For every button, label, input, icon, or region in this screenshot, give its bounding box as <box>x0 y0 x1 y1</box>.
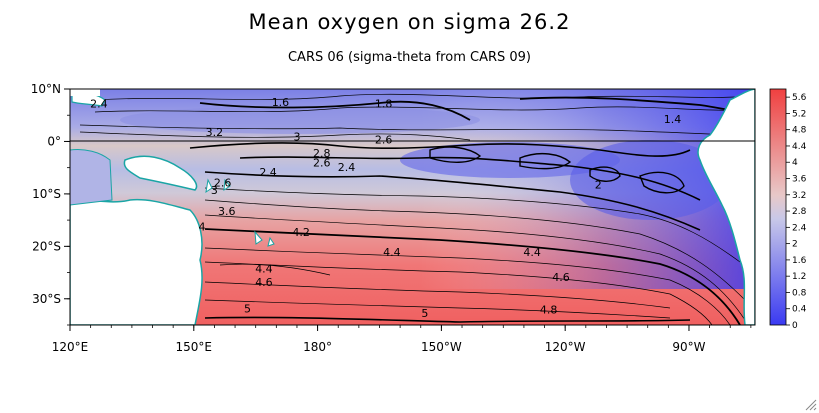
plot-title: Mean oxygen on sigma 26.2 <box>248 10 571 34</box>
map-field: 2.4 1.6 1.81.43.2 3 2.62.82.6 2.42.42.63 23.64… <box>70 89 755 325</box>
contour-label: 1.4 <box>664 113 682 126</box>
contour-label: 2 <box>595 179 602 192</box>
contour-label: 5 <box>421 307 428 320</box>
colorbar-label: 4.4 <box>792 142 807 152</box>
contour-label: 4 <box>199 221 206 234</box>
equatorial-low-tongue <box>400 142 620 178</box>
top-gap <box>70 89 100 96</box>
y-tick-label: 10°S <box>32 187 61 201</box>
contour-label: 2.6 <box>313 157 331 170</box>
plot-subtitle: CARS 06 (sigma-theta from CARS 09) <box>287 50 531 65</box>
landmasses <box>70 89 755 325</box>
colorbar-label: 1.6 <box>792 256 807 266</box>
contour-label: 3 <box>211 184 218 197</box>
contour-label: 4.6 <box>552 271 570 284</box>
colorbar-label: 4.8 <box>792 126 807 136</box>
colorbar: 5.6 5.2 4.8 4.4 4 3.6 3.2 2.8 2.4 2 1.6 1.2 0.8 0.4 0 <box>769 88 807 331</box>
south-america-coast <box>697 89 755 325</box>
contour-label: 4.6 <box>255 276 273 289</box>
contour-label: 2.6 <box>214 177 232 190</box>
colorbar-label: 0 <box>792 321 798 331</box>
pacific-islands <box>205 178 275 247</box>
colorbar-label: 2.4 <box>792 223 807 233</box>
y-tick-label: 20°S <box>32 239 61 253</box>
contour-label: 2.4 <box>90 97 108 110</box>
australia <box>70 198 203 325</box>
contour-label: 4.8 <box>540 303 558 316</box>
colorbar-label: 4 <box>792 158 798 168</box>
contour-label: 2.4 <box>338 161 356 174</box>
x-tick-label: 150°E <box>176 340 213 354</box>
colorbar-label: 2.8 <box>792 207 807 217</box>
contour-label: 5 <box>244 302 251 315</box>
contour-label: 2.4 <box>259 166 277 179</box>
contour-label: 4.2 <box>292 226 310 239</box>
contour-lines <box>79 93 755 325</box>
colorbar-gradient <box>769 88 787 326</box>
colorbar-label: 1.2 <box>792 272 806 282</box>
colorbar-label: 3.2 <box>792 191 806 201</box>
contour-label: 3 <box>293 130 300 143</box>
y-tick-label: 10°N <box>31 82 61 96</box>
map-frame <box>69 88 756 326</box>
colorbar-label: 2 <box>792 240 798 250</box>
x-tick-label: 150°W <box>421 340 462 354</box>
contour-label: 1.8 <box>375 97 393 110</box>
contour-label: 1.6 <box>272 96 290 109</box>
x-tick-label: 120°E <box>52 340 89 354</box>
colorbar-label: 3.6 <box>792 175 807 185</box>
new-guinea <box>123 155 198 191</box>
contour-label: 2.6 <box>375 134 393 147</box>
x-tick-label: 180° <box>303 340 332 354</box>
contour-label: 2.8 <box>313 147 331 160</box>
x-tick-label: 120°W <box>545 340 586 354</box>
contour-labels: 2.4 1.6 1.81.43.2 3 2.62.82.6 2.42.42.63 23.64… <box>90 96 681 320</box>
colorbar-label: 5.6 <box>792 93 807 103</box>
resize-grip-icon[interactable] <box>804 398 817 411</box>
y-tick-label: 30°S <box>32 292 61 306</box>
contour-label: 4.4 <box>383 246 401 259</box>
colorbar-ticks: 5.6 5.2 4.8 4.4 4 3.6 3.2 2.8 2.4 2 1.6 1.2 0.8 0.4 0 <box>786 93 807 331</box>
north-low-band <box>120 106 480 134</box>
colorbar-label: 5.2 <box>792 109 806 119</box>
y-axis: 10°N 0° 10°S 20°S 30°S <box>31 82 70 326</box>
x-axis: 120°E 150°E 180° 150°W 120°W 90°W <box>52 325 752 354</box>
contour-label: 4.4 <box>523 246 541 259</box>
contour-label: 3.2 <box>206 126 224 139</box>
colorbar-label: 0.4 <box>792 305 807 315</box>
contour-label: 3.6 <box>218 205 236 218</box>
colorbar-label: 0.8 <box>792 288 807 298</box>
contour-label: 4.4 <box>255 263 273 276</box>
indonesia-region <box>70 149 113 206</box>
x-tick-label: 90°W <box>672 340 705 354</box>
y-tick-label: 0° <box>47 134 61 148</box>
